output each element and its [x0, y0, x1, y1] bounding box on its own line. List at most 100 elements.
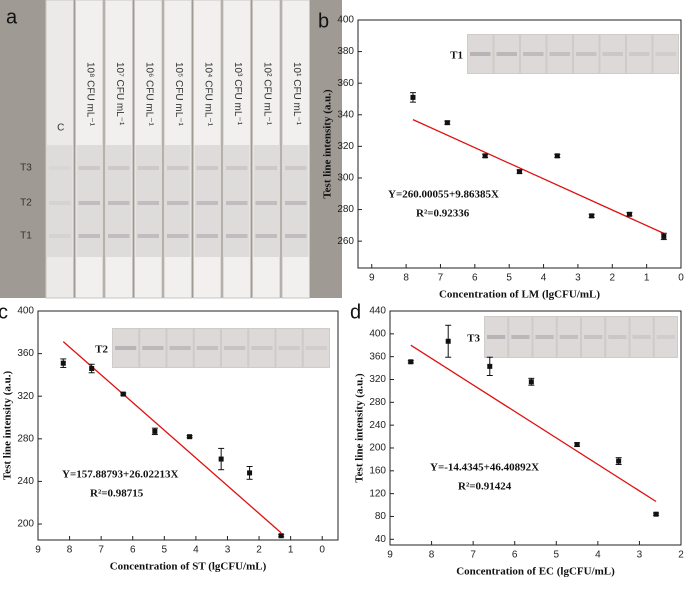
y-tick-label: 340: [337, 109, 354, 120]
x-tick-label: 2: [678, 550, 684, 561]
inset-band: [655, 52, 676, 56]
data-point: [445, 338, 451, 344]
strip-band: [137, 166, 159, 170]
strip-band: [196, 234, 218, 238]
inset-band: [511, 335, 530, 339]
strip-label: 10⁸ CFU mL⁻¹: [85, 62, 96, 127]
fit-line: [62, 341, 282, 534]
x-tick-label: 9: [369, 273, 375, 284]
strip-band: [167, 166, 189, 170]
x-tick-label: 0: [319, 545, 325, 556]
strip-band: [49, 201, 71, 205]
strip-band: [226, 201, 248, 205]
data-point: [554, 153, 560, 159]
strip-label: C: [57, 123, 64, 134]
x-tick-label: 5: [554, 550, 560, 561]
y-tick-label: 240: [17, 476, 34, 487]
x-tick-label: 6: [472, 273, 478, 284]
x-tick-label: 1: [644, 273, 650, 284]
data-point: [517, 169, 522, 175]
inset-band: [470, 52, 491, 56]
x-tick-label: 2: [609, 273, 615, 284]
panel-letter: b: [318, 10, 329, 32]
strip-label: 10³ CFU mL⁻¹: [232, 62, 243, 126]
inset-band: [169, 346, 191, 350]
panel-letter: a: [6, 6, 18, 28]
data-point: [444, 120, 450, 126]
strip-band: [78, 166, 100, 170]
fit-equation: Y=-14.4345+46.40892X: [430, 462, 539, 474]
y-tick-label: 160: [369, 465, 386, 476]
fit-r2: R²=0.98715: [90, 488, 144, 500]
x-axis-title: Concentration of LM (lgCFU/mL): [439, 289, 600, 301]
inset-strip: [630, 317, 653, 357]
inset-band: [196, 346, 218, 350]
strip-band: [137, 234, 159, 238]
x-tick-label: 7: [438, 273, 444, 284]
y-tick-label: 400: [17, 306, 34, 317]
fit-equation: Y=260.00055+9.86385X: [388, 189, 499, 201]
fit-equation: Y=157.88793+26.02213X: [62, 469, 178, 481]
strip-band: [255, 234, 277, 238]
inset-band: [608, 335, 627, 339]
strip-label: 10⁶ CFU mL⁻¹: [144, 62, 155, 127]
data-point: [574, 442, 580, 448]
strip-band: [196, 201, 218, 205]
inset-strip: [653, 35, 678, 73]
y-tick-label: 200: [17, 519, 34, 530]
strip-label: 10² CFU mL⁻¹: [262, 62, 273, 126]
data-point: [410, 94, 416, 100]
fit-line: [412, 119, 665, 234]
y-tick-label: 280: [369, 397, 386, 408]
inset-band: [535, 335, 554, 339]
fit-line: [410, 344, 657, 503]
strip-label: 10¹ CFU mL⁻¹: [291, 62, 302, 126]
y-tick-label: 280: [17, 433, 34, 444]
strip-band: [255, 201, 277, 205]
x-tick-label: 3: [225, 545, 231, 556]
data-point: [247, 470, 253, 476]
data-point: [218, 456, 224, 462]
data-point: [278, 533, 284, 539]
strip-band: [108, 234, 130, 238]
x-tick-label: 9: [387, 550, 393, 561]
inset-band: [584, 335, 603, 339]
x-tick-label: 3: [637, 550, 643, 561]
x-tick-label: 3: [575, 273, 581, 284]
inset-band: [278, 346, 300, 350]
strip-band: [255, 166, 277, 170]
inset-label: T1: [450, 50, 463, 62]
strip-band: [285, 166, 307, 170]
strip-band: [108, 201, 130, 205]
strip-band: [196, 166, 218, 170]
y-tick-label: 40: [375, 534, 387, 545]
inset-band: [487, 335, 506, 339]
strip-band: [226, 234, 248, 238]
inset-band: [656, 335, 675, 339]
strip-band: [49, 166, 71, 170]
inset-band: [602, 52, 623, 56]
x-tick-label: 1: [288, 545, 294, 556]
plot-frame: [357, 19, 682, 269]
strip-band: [49, 234, 71, 238]
x-tick-label: 5: [506, 273, 512, 284]
data-point: [60, 360, 66, 366]
x-tick-label: 8: [429, 550, 435, 561]
y-tick-label: 260: [337, 236, 354, 247]
inset-band: [523, 52, 544, 56]
x-tick-label: 7: [98, 545, 104, 556]
panel-letter: d: [350, 301, 361, 323]
fit-r2: R²=0.92336: [416, 208, 470, 220]
inset-strip: [654, 317, 677, 357]
x-tick-label: 0: [678, 273, 684, 284]
x-axis-title: Concentration of EC (lgCFU/mL): [456, 566, 615, 578]
strip-label: 10⁴ CFU mL⁻¹: [203, 62, 214, 127]
y-tick-label: 380: [337, 46, 354, 57]
x-tick-label: 4: [595, 550, 601, 561]
y-tick-label: 320: [337, 141, 354, 152]
data-point: [187, 434, 193, 440]
strip-band: [167, 201, 189, 205]
y-axis-title: Test line intensity (a.u.): [2, 371, 14, 481]
inset-label: T2: [95, 344, 108, 356]
